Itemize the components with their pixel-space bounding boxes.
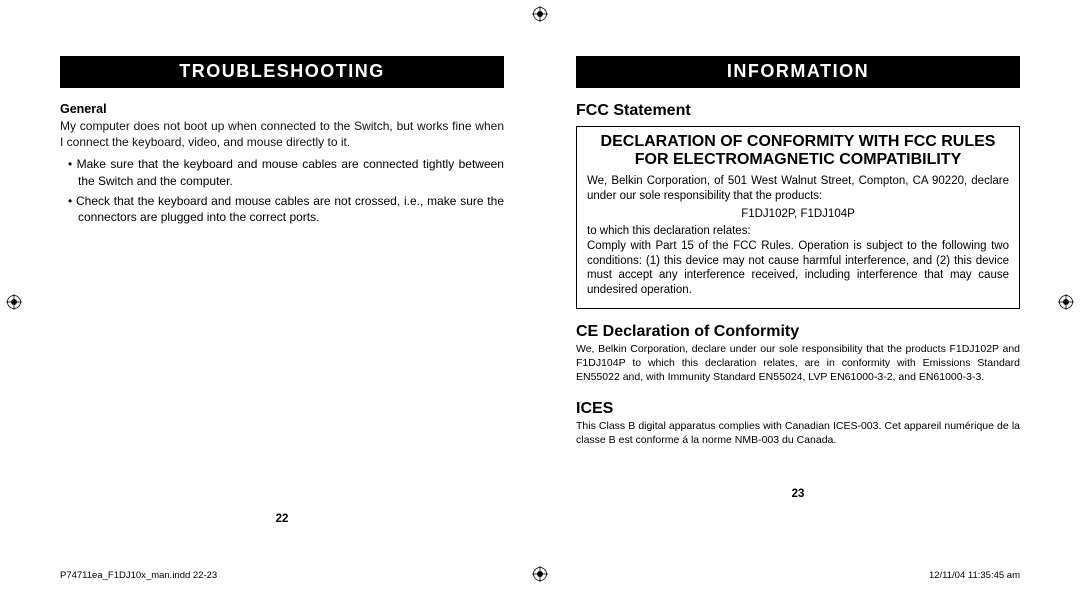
document-spread: TROUBLESHOOTING General My computer does…	[0, 0, 1080, 604]
page-number: 23	[576, 488, 1020, 500]
fcc-paragraph: to which this declaration relates:	[587, 224, 1009, 239]
registration-mark-icon	[6, 294, 22, 310]
registration-mark-icon	[532, 566, 548, 582]
fcc-declaration-box: DECLARATION OF CONFORMITY WITH FCC RULES…	[576, 126, 1020, 309]
ices-title: ICES	[576, 400, 1020, 418]
list-item: Make sure that the keyboard and mouse ca…	[60, 156, 504, 188]
registration-mark-icon	[1058, 294, 1074, 310]
troubleshooting-list: Make sure that the keyboard and mouse ca…	[60, 156, 504, 225]
section-header: INFORMATION	[576, 56, 1020, 88]
footer-file-info: P74711ea_F1DJ10x_man.indd 22-23	[60, 570, 217, 581]
subsection-heading: General	[60, 102, 504, 116]
footer-timestamp: 12/11/04 11:35:45 am	[929, 570, 1020, 581]
left-page: TROUBLESHOOTING General My computer does…	[60, 56, 504, 564]
ce-body: We, Belkin Corporation, declare under ou…	[576, 343, 1020, 384]
fcc-paragraph: Comply with Part 15 of the FCC Rules. Op…	[587, 239, 1009, 299]
fcc-declaration-heading: FOR ELECTROMAGNETIC COMPATIBILITY	[587, 151, 1009, 169]
fcc-statement-title: FCC Statement	[576, 102, 1020, 120]
right-page: INFORMATION FCC Statement DECLARATION OF…	[576, 56, 1020, 564]
list-item: Check that the keyboard and mouse cables…	[60, 193, 504, 225]
page-number: 22	[60, 513, 504, 525]
fcc-declaration-heading: DECLARATION OF CONFORMITY WITH FCC RULES	[587, 133, 1009, 151]
registration-mark-icon	[532, 6, 548, 22]
ce-title: CE Declaration of Conformity	[576, 323, 1020, 341]
section-header: TROUBLESHOOTING	[60, 56, 504, 88]
intro-paragraph: My computer does not boot up when connec…	[60, 118, 504, 150]
fcc-models: F1DJ102P, F1DJ104P	[587, 208, 1009, 220]
fcc-paragraph: We, Belkin Corporation, of 501 West Waln…	[587, 174, 1009, 204]
ices-body: This Class B digital apparatus complies …	[576, 420, 1020, 447]
